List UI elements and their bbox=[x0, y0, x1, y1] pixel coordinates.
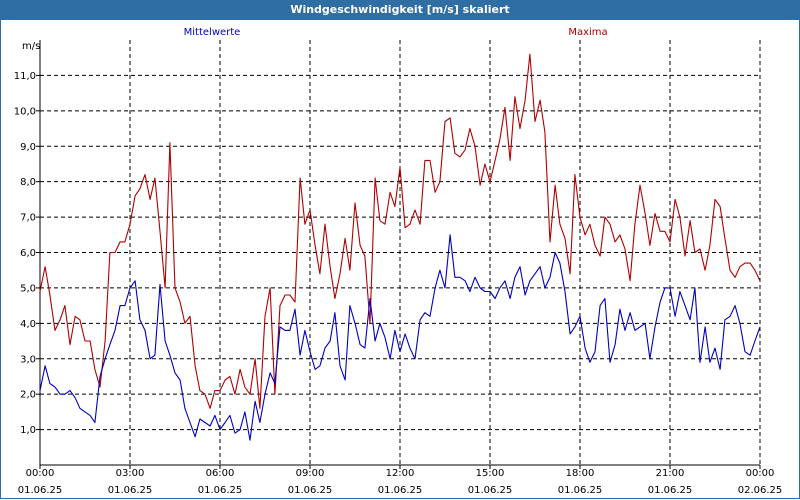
x-tick-time: 12:00 bbox=[386, 468, 415, 479]
x-tick-time: 00:00 bbox=[26, 468, 55, 479]
x-tick-time: 09:00 bbox=[296, 468, 325, 479]
y-tick-label: 1,0 bbox=[20, 425, 36, 436]
x-tick-date: 01.06.25 bbox=[288, 485, 333, 496]
legend-mittelwerte: Mittelwerte bbox=[184, 27, 241, 38]
x-tick-date: 01.06.25 bbox=[198, 485, 243, 496]
x-tick-time: 00:00 bbox=[746, 468, 775, 479]
grid-lines bbox=[40, 40, 761, 465]
series-lines bbox=[39, 53, 761, 441]
x-tick-time: 21:00 bbox=[656, 468, 685, 479]
y-tick-label: 8,0 bbox=[20, 177, 36, 188]
x-tick-date: 01.06.25 bbox=[18, 485, 63, 496]
y-tick-labels: 1,0 2,0 3,0 4,0 5,0 6,0 7,0 8,0 9,0 10,0 11,0 bbox=[14, 71, 40, 436]
chart-title: Windgeschwindigkeit [m/s] skaliert bbox=[0, 0, 800, 20]
x-tick-time: 18:00 bbox=[566, 468, 595, 479]
y-tick-label: 6,0 bbox=[20, 248, 36, 259]
x-tick-labels: 00:00 01.06.25 03:00 01.06.25 06:00 01.06.25 0… bbox=[18, 465, 783, 496]
y-tick-label: 5,0 bbox=[20, 283, 36, 294]
x-tick-time: 06:00 bbox=[206, 468, 235, 479]
x-tick-date: 01.06.25 bbox=[648, 485, 693, 496]
y-tick-label: 4,0 bbox=[20, 319, 36, 330]
x-tick-date: 01.06.25 bbox=[108, 485, 153, 496]
y-tick-label: 9,0 bbox=[20, 142, 36, 153]
y-axis-label: m/s bbox=[22, 41, 40, 52]
y-tick-label: 7,0 bbox=[20, 213, 36, 224]
x-tick-time: 15:00 bbox=[476, 468, 505, 479]
x-tick-time: 03:00 bbox=[116, 468, 145, 479]
y-tick-label: 3,0 bbox=[20, 354, 36, 365]
y-tick-label: 11,0 bbox=[14, 71, 36, 82]
y-tick-label: 2,0 bbox=[20, 390, 36, 401]
x-tick-date: 01.06.25 bbox=[468, 485, 513, 496]
x-tick-date: 01.06.25 bbox=[558, 485, 603, 496]
x-tick-date: 01.06.25 bbox=[378, 485, 423, 496]
legend-maxima: Maxima bbox=[568, 27, 607, 38]
series-maxima-line bbox=[39, 53, 761, 409]
series-mittelwerte-line bbox=[39, 234, 761, 441]
y-tick-label: 10,0 bbox=[14, 106, 36, 117]
x-tick-date: 02.06.25 bbox=[738, 485, 783, 496]
